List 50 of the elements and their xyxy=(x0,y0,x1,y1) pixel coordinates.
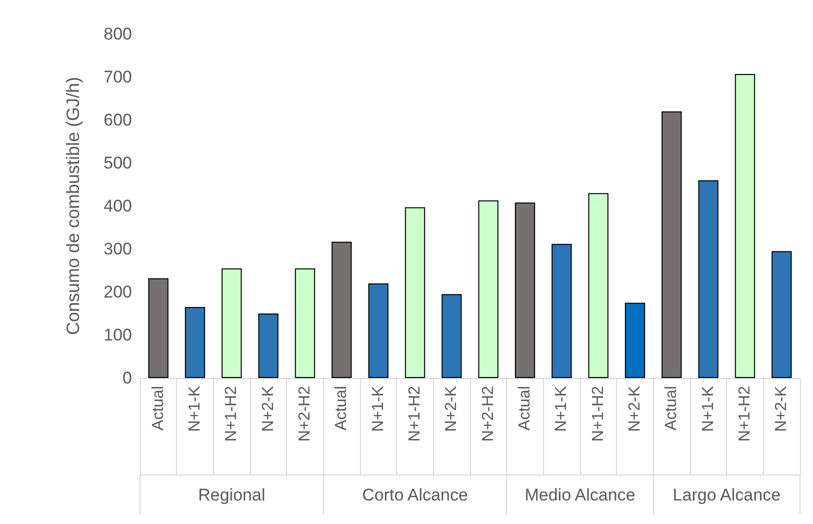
bar xyxy=(332,242,352,378)
text: Largo Alcance xyxy=(672,486,781,504)
bar xyxy=(698,180,718,378)
bar xyxy=(148,278,168,378)
bar xyxy=(222,268,242,378)
text: Corto Alcance xyxy=(362,486,468,504)
y-tick-label: 600 xyxy=(104,110,132,130)
y-tick-label: 400 xyxy=(104,196,132,216)
x-tick-label: N+1-K xyxy=(186,386,204,432)
bar xyxy=(442,294,462,378)
bar xyxy=(514,202,536,378)
bar xyxy=(552,244,572,378)
y-tick-label: 100 xyxy=(104,326,132,344)
y-tick-label: 300 xyxy=(104,240,132,258)
x-tick-label: Actual xyxy=(663,386,680,430)
y-tick-label: 800 xyxy=(104,24,132,44)
x-tick-label: Actual xyxy=(150,386,167,430)
x-tick-label: N+1-K xyxy=(553,386,570,432)
x-tick-label: N+1-H2 xyxy=(590,386,607,442)
bar xyxy=(624,302,646,378)
x-tick-label: N+1-H2 xyxy=(736,386,754,442)
x-tick-label: N+1-H2 xyxy=(406,386,424,442)
bar xyxy=(368,283,388,378)
y-tick-label: 500 xyxy=(104,154,132,172)
x-tick-label: N+1-K xyxy=(700,386,717,432)
x-tick-label: N+2-H2 xyxy=(480,386,497,442)
x-tick-label: N+2-K xyxy=(626,386,644,432)
bar xyxy=(404,207,426,378)
x-tick-label: N+2-K xyxy=(443,386,460,432)
x-tick-label: N+1-K xyxy=(370,386,387,432)
x-tick-label: N+2-K xyxy=(260,386,277,432)
bar xyxy=(478,200,498,378)
x-tick-label: N+2-K xyxy=(773,386,790,432)
y-tick-label: 200 xyxy=(104,282,132,302)
bar xyxy=(294,268,316,378)
bar xyxy=(184,307,206,378)
x-tick-label: N+1-H2 xyxy=(223,386,240,442)
bar xyxy=(258,314,278,378)
y-tick-label: 0 xyxy=(122,368,132,388)
text: Regional xyxy=(198,486,266,504)
bar xyxy=(772,251,792,378)
bar xyxy=(662,111,682,378)
x-tick-label: Actual xyxy=(333,386,350,430)
y-axis-title: Consumo de combustible (GJ/h) xyxy=(63,76,83,336)
x-tick-label: Actual xyxy=(516,386,534,430)
text: Medio Alcance xyxy=(524,486,636,504)
bar xyxy=(734,74,756,378)
y-tick-label: 700 xyxy=(104,68,132,86)
x-tick-label: N+2-H2 xyxy=(296,386,314,442)
bar xyxy=(588,193,608,378)
